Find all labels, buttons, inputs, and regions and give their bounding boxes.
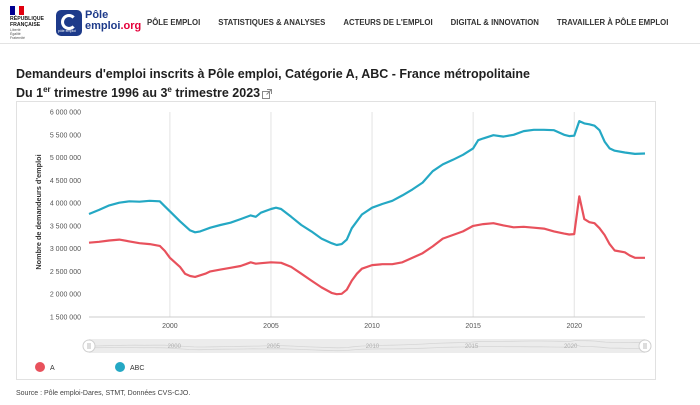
legend-marker: [35, 362, 45, 372]
chart-title: Demandeurs d'emploi inscrits à Pôle empl…: [16, 67, 530, 101]
motto-fraternite: Fraternité: [10, 35, 25, 40]
y-axis-label: Nombre de demandeurs d'emploi: [34, 154, 43, 269]
top-header: RÉPUBLIQUE FRANÇAISE Liberté Égalité Fra…: [0, 0, 700, 44]
pole-emploi-logo-text[interactable]: Pôle emploi.org: [85, 10, 141, 32]
nav-acteurs-emploi[interactable]: ACTEURS DE L'EMPLOI: [343, 17, 433, 27]
x-tick-label: 2020: [566, 323, 582, 330]
republique-francaise-logo: RÉPUBLIQUE FRANÇAISE Liberté Égalité Fra…: [10, 6, 52, 40]
nav-travailler[interactable]: TRAVAILLER À PÔLE EMPLOI: [556, 17, 669, 27]
legend-label: A: [50, 365, 55, 372]
title-line-2: Du 1er trimestre 1996 au 3e trimestre 20…: [16, 82, 530, 101]
navigator-series-a: [94, 344, 640, 352]
x-tick-label: 2005: [263, 323, 279, 330]
main-nav: PÔLE EMPLOI STATISTIQUES & ANALYSES ACTE…: [138, 0, 677, 44]
legend: A ABC: [35, 362, 144, 372]
y-tick-label: 5 500 000: [50, 132, 81, 139]
y-tick-label: 4 500 000: [50, 178, 81, 185]
y-tick-label: 3 500 000: [50, 223, 81, 230]
source-note: Source : Pôle emploi-Dares, STMT, Donnée…: [16, 390, 191, 397]
nav-digital-innovation[interactable]: DIGITAL & INNOVATION: [450, 17, 539, 27]
y-tick-label: 6 000 000: [50, 110, 81, 117]
navigator-tick-label: 2020: [564, 344, 578, 350]
chart-frame: [16, 101, 656, 380]
motto-liberte: Liberté: [10, 28, 21, 33]
navigator-tick-label: 2015: [465, 344, 479, 350]
x-tick-label: 2000: [162, 323, 178, 330]
y-tick-label: 2 000 000: [50, 292, 81, 299]
series-line-a[interactable]: [88, 195, 645, 296]
y-tick-label: 5 000 000: [50, 155, 81, 162]
x-tick-label: 2015: [465, 323, 481, 330]
legend-label: ABC: [130, 365, 144, 372]
series-line-abc[interactable]: [88, 120, 646, 247]
y-tick-label: 4 000 000: [50, 201, 81, 208]
navigator-right-handle[interactable]: [638, 339, 652, 353]
navigator-tick-label: 2000: [168, 344, 182, 350]
legend-item-abc[interactable]: ABC: [115, 362, 144, 372]
logo-badge-text: pôle emploi: [58, 29, 76, 33]
logo-tld: .org: [120, 20, 142, 32]
navigator-series-abc: [94, 340, 641, 349]
external-link-icon[interactable]: [262, 88, 273, 99]
x-tick-label: 2010: [364, 323, 380, 330]
title-line-1: Demandeurs d'emploi inscrits à Pôle empl…: [16, 67, 530, 81]
nav-statistiques-analyses[interactable]: STATISTIQUES & ANALYSES: [218, 17, 326, 27]
navigator-tick-label: 2005: [267, 344, 281, 350]
nav-pole-emploi[interactable]: PÔLE EMPLOI: [147, 17, 201, 27]
navigator-left-handle[interactable]: [82, 339, 96, 353]
logo-line-2: emploi: [85, 20, 121, 32]
range-navigator[interactable]: 2000 2005 2010 2015 2020: [82, 339, 652, 353]
navigator-tick-label: 2010: [366, 344, 380, 350]
republic-line-2: FRANÇAISE: [10, 21, 41, 28]
y-tick-label: 2 500 000: [50, 269, 81, 276]
motto-egalite: Égalité: [10, 31, 21, 36]
y-tick-label: 3 000 000: [50, 246, 81, 253]
logo-line-1: Pôle: [85, 9, 109, 21]
pole-emploi-logo-icon[interactable]: pôle emploi: [56, 10, 82, 36]
legend-marker: [115, 362, 125, 372]
flag-icon: [10, 6, 25, 15]
legend-item-a[interactable]: A: [35, 362, 55, 372]
y-tick-label: 1 500 000: [50, 315, 81, 322]
republic-line-1: RÉPUBLIQUE: [10, 16, 45, 22]
